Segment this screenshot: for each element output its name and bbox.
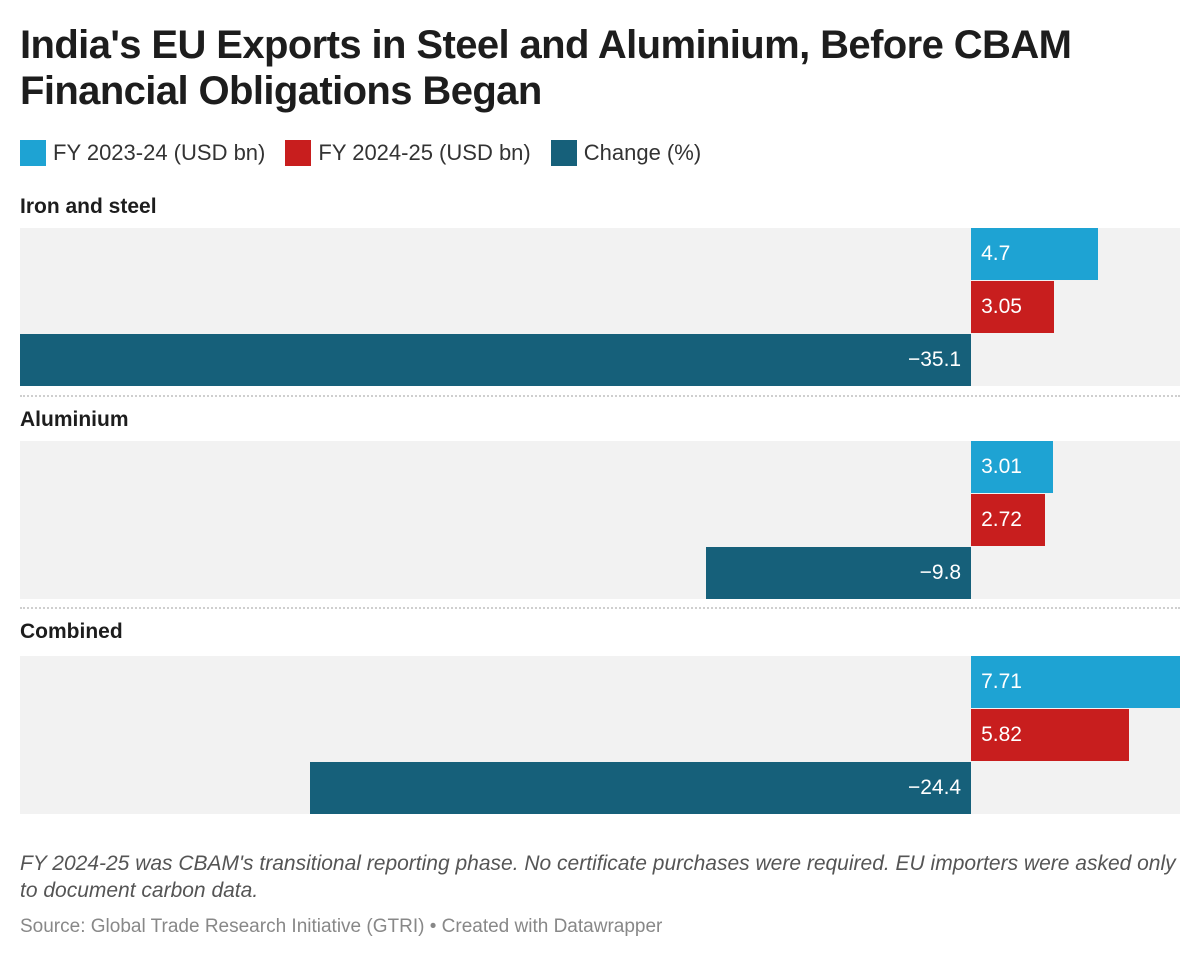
chart-source: Source: Global Trade Research Initiative…	[20, 916, 663, 937]
bar-combined-change	[309, 762, 972, 814]
bar-label-aluminium-change: −9.8	[919, 561, 962, 584]
chart-note: FY 2024-25 was CBAM's transitional repor…	[20, 852, 1176, 902]
bar-label-combined-fy-2024-25-usd-bn: 5.82	[981, 723, 1022, 746]
legend-label-change: Change (%)	[583, 140, 702, 165]
bar-label-combined-change: −24.4	[907, 776, 962, 799]
legend-label-fy2023-24: FY 2023-24 (USD bn)	[53, 140, 266, 165]
panel-label-combined: Combined	[20, 620, 123, 643]
bar-iron-and-steel-fy-2023-24-usd-bn	[971, 228, 1099, 280]
bar-combined-fy-2023-24-usd-bn	[971, 656, 1180, 708]
bar-iron-and-steel-fy-2024-25-usd-bn	[971, 281, 1054, 333]
panel-divider	[20, 607, 1180, 609]
bar-iron-and-steel-change	[20, 334, 972, 386]
bar-label-iron-and-steel-change: −35.1	[907, 348, 962, 371]
legend-swatch-fy2024-25	[285, 140, 312, 166]
legend-swatch-fy2023-24	[20, 140, 46, 166]
legend-item-change: Change (%)	[550, 140, 702, 166]
bar-label-aluminium-fy-2024-25-usd-bn: 2.72	[981, 508, 1022, 531]
panel-label-iron-and-steel: Iron and steel	[20, 195, 157, 218]
bar-combined-fy-2024-25-usd-bn	[971, 709, 1129, 761]
legend-item-fy2024-25: FY 2024-25 (USD bn)	[285, 140, 531, 166]
bar-aluminium-fy-2023-24-usd-bn	[971, 441, 1053, 493]
legend-label-fy2024-25: FY 2024-25 (USD bn)	[318, 140, 531, 165]
bar-label-iron-and-steel-fy-2024-25-usd-bn: 3.05	[981, 295, 1022, 318]
panel-divider	[20, 395, 1180, 397]
bar-aluminium-change	[705, 547, 972, 599]
bar-aluminium-fy-2024-25-usd-bn	[971, 494, 1045, 546]
panel-label-aluminium: Aluminium	[20, 408, 129, 431]
legend: FY 2023-24 (USD bn) FY 2024-25 (USD bn) …	[20, 138, 701, 168]
bar-label-aluminium-fy-2023-24-usd-bn: 3.01	[981, 455, 1022, 478]
legend-swatch-change	[550, 140, 577, 166]
chart-title: India's EU Exports in Steel and Aluminiu…	[20, 23, 1072, 113]
legend-item-fy2023-24: FY 2023-24 (USD bn)	[20, 140, 265, 166]
bar-label-combined-fy-2023-24-usd-bn: 7.71	[981, 670, 1022, 693]
bar-label-iron-and-steel-fy-2023-24-usd-bn: 4.7	[981, 242, 1011, 265]
